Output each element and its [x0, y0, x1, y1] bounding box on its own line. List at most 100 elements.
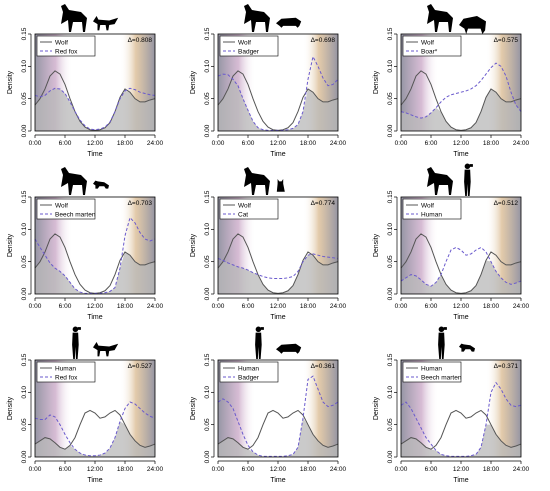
plot-frame	[400, 359, 522, 458]
x-tick-label: 12:00	[270, 303, 287, 310]
overlap-coefficient: Δ=0.698	[311, 37, 336, 44]
x-tick-label: 0:00	[29, 466, 42, 473]
series-line-2	[34, 401, 156, 457]
cat-icon	[276, 179, 285, 192]
chart-svg: 0:00 6:00 12:00 18:00 24:00 0.00 0.05 0.10 0.15 T…	[190, 4, 347, 158]
x-axis-label: Time	[453, 151, 468, 158]
legend-entry: Human	[421, 365, 442, 372]
overlap-area	[401, 260, 521, 294]
y-tick-label: 0.00	[204, 450, 211, 463]
chart-panel-3: 0:00 6:00 12:00 18:00 24:00 0.00 0.05 0.10 0.15 T…	[371, 0, 550, 160]
y-tick-label: 0.10	[204, 60, 211, 73]
y-tick-label: 0.00	[387, 450, 394, 463]
x-tick-label: 24:00	[330, 140, 347, 147]
chart-panel-9: 0:00 6:00 12:00 18:00 24:00 0.00 0.05 0.10 0.15 T…	[371, 326, 550, 486]
series-line-2	[217, 55, 339, 131]
x-tick-label: 24:00	[147, 466, 164, 473]
x-tick-label: 18:00	[300, 140, 317, 147]
y-tick-label: 0.10	[21, 223, 28, 236]
y-tick-label: 0.05	[387, 418, 394, 431]
x-tick-label: 18:00	[483, 140, 500, 147]
series-line-2	[34, 216, 156, 294]
human-icon	[464, 163, 473, 196]
y-axis-label: Density	[7, 233, 14, 257]
chart-svg: 0:00 6:00 12:00 18:00 24:00 0.00 0.05 0.10 0.15 T…	[190, 167, 347, 321]
x-tick-label: 6:00	[425, 303, 438, 310]
series-line-2	[400, 62, 522, 119]
human-icon	[255, 326, 264, 359]
chart-panel-7: 0:00 6:00 12:00 18:00 24:00 0.00 0.05 0.10 0.15 T…	[5, 326, 185, 486]
x-axis-label: Time	[453, 477, 468, 484]
x-tick-label: 6:00	[242, 303, 255, 310]
legend-entry: Beech marten	[421, 374, 462, 381]
y-axis-label: Density	[373, 396, 380, 420]
overlap-area	[218, 79, 338, 131]
chart-panel-4: 0:00 6:00 12:00 18:00 24:00 0.00 0.05 0.10 0.15 T…	[5, 163, 185, 323]
y-axis-label: Density	[7, 396, 14, 420]
chart-svg: 0:00 6:00 12:00 18:00 24:00 0.00 0.05 0.10 0.15 T…	[7, 167, 164, 321]
x-tick-label: 24:00	[330, 466, 347, 473]
legend-entry: Red fox	[55, 374, 78, 381]
series-line-1	[400, 409, 522, 450]
plot-frame	[34, 33, 156, 132]
y-tick-label: 0.00	[21, 287, 28, 300]
overlap-coefficient: Δ=0.575	[494, 37, 519, 44]
plot-frame	[400, 196, 522, 295]
y-tick-label: 0.05	[21, 255, 28, 268]
y-tick-label: 0.10	[21, 60, 28, 73]
chart-svg: 0:00 6:00 12:00 18:00 24:00 0.00 0.05 0.10 0.15 T…	[190, 326, 347, 484]
plot-frame	[400, 33, 522, 132]
y-tick-label: 0.00	[21, 450, 28, 463]
wolf-icon	[61, 4, 87, 32]
legend: Wolf Badger	[219, 35, 279, 57]
y-tick-label: 0.05	[387, 92, 394, 105]
legend: Human Badger	[219, 361, 279, 383]
y-tick-label: 0.05	[21, 92, 28, 105]
series-line-1	[217, 409, 339, 450]
y-tick-label: 0.05	[21, 418, 28, 431]
x-tick-label: 6:00	[242, 140, 255, 147]
x-tick-label: 0:00	[212, 303, 225, 310]
x-axis-label: Time	[270, 314, 285, 321]
legend-entry: Beech marten	[55, 211, 96, 218]
x-tick-label: 12:00	[453, 303, 470, 310]
x-tick-label: 18:00	[483, 466, 500, 473]
x-tick-label: 0:00	[29, 303, 42, 310]
legend-entry: Wolf	[421, 39, 434, 46]
y-tick-label: 0.10	[204, 223, 211, 236]
legend-entry: Human	[238, 365, 259, 372]
series-line-1	[400, 233, 522, 294]
x-axis-label: Time	[453, 314, 468, 321]
series-line-1	[34, 70, 156, 131]
x-tick-label: 24:00	[147, 303, 164, 310]
y-tick-label: 0.10	[21, 386, 28, 399]
x-tick-label: 24:00	[513, 303, 530, 310]
red-fox-icon	[93, 16, 119, 31]
chart-svg: 0:00 6:00 12:00 18:00 24:00 0.00 0.05 0.10 0.15 T…	[373, 163, 530, 321]
y-tick-label: 0.15	[21, 353, 28, 366]
human-icon	[72, 326, 81, 359]
legend: Human Red fox	[36, 361, 96, 383]
chart-panel-2: 0:00 6:00 12:00 18:00 24:00 0.00 0.05 0.10 0.15 T…	[188, 0, 368, 160]
overlap-area	[401, 424, 521, 457]
y-tick-label: 0.10	[387, 223, 394, 236]
red-fox-icon	[93, 342, 119, 357]
plot-frame	[217, 359, 339, 458]
x-tick-label: 6:00	[425, 140, 438, 147]
y-tick-label: 0.10	[204, 386, 211, 399]
y-axis-label: Density	[373, 70, 380, 94]
overlap-coefficient: Δ=0.512	[494, 200, 519, 207]
x-axis-label: Time	[270, 151, 285, 158]
x-tick-label: 18:00	[300, 303, 317, 310]
overlap-area	[35, 421, 155, 457]
legend-entry: Wolf	[238, 39, 251, 46]
overlap-coefficient: Δ=0.774	[311, 200, 336, 207]
y-tick-label: 0.05	[204, 92, 211, 105]
series-line-1	[34, 409, 156, 450]
legend-entry: Human	[55, 365, 76, 372]
x-tick-label: 18:00	[117, 303, 134, 310]
plot-frame	[34, 359, 156, 458]
legend-entry: Wolf	[421, 202, 434, 209]
x-tick-label: 18:00	[117, 140, 134, 147]
overlap-area	[35, 88, 155, 131]
